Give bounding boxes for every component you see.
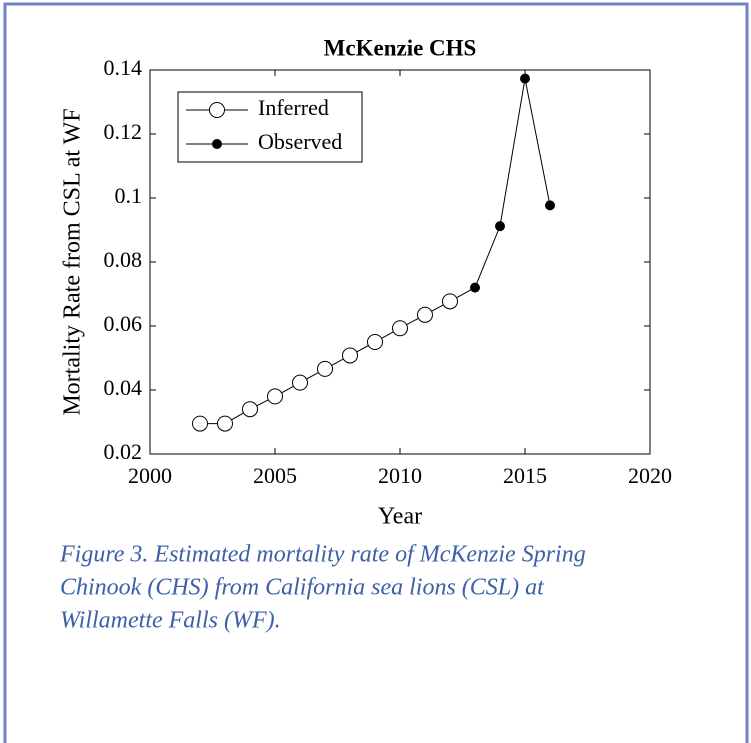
y-tick-label: 0.06 (104, 311, 143, 336)
x-axis-label: Year (378, 504, 422, 530)
caption: Figure 3. Estimated mortality rate of Mc… (59, 542, 586, 634)
y-tick-label: 0.12 (104, 119, 143, 144)
series-line (474, 78, 551, 288)
x-tick-label: 2015 (503, 463, 547, 488)
caption-line: Willamette Falls (WF). (60, 608, 281, 634)
x-tick-label: 2010 (378, 463, 422, 488)
y-tick-label: 0.08 (104, 247, 143, 272)
data-point (392, 320, 408, 337)
y-tick-label: 0.1 (115, 183, 143, 208)
data-point (470, 282, 480, 293)
data-point (545, 200, 555, 211)
data-point (217, 415, 233, 432)
legend-label: Inferred (258, 95, 329, 120)
caption-line: Chinook (CHS) from California sea lions … (60, 575, 545, 601)
page-border (3, 2, 749, 743)
data-point (367, 334, 383, 350)
y-tick-label: 0.04 (104, 375, 143, 400)
legend-box (177, 91, 363, 163)
data-point (317, 360, 333, 377)
data-point (520, 73, 530, 84)
data-point (242, 401, 258, 418)
legend-marker (209, 102, 225, 118)
legend-marker (212, 139, 222, 149)
x-tick-label: 2005 (253, 463, 297, 488)
data-point (417, 306, 433, 323)
data-point (267, 388, 283, 405)
data-point (292, 374, 308, 391)
chart-title: McKenzie CHS (324, 35, 477, 60)
data-point (192, 415, 208, 432)
x-tick-label: 2020 (628, 463, 672, 488)
data-point (342, 347, 358, 364)
data-point (442, 293, 458, 310)
x-tick-label: 2000 (128, 463, 172, 488)
y-axis-label: Mortality Rate from CSL at WF (60, 108, 86, 415)
data-point (495, 221, 505, 232)
caption-line: Figure 3. Estimated mortality rate of Mc… (59, 542, 586, 568)
legend-label: Observed (258, 129, 342, 154)
y-tick-label: 0.02 (104, 439, 143, 464)
y-tick-label: 0.14 (104, 55, 143, 80)
